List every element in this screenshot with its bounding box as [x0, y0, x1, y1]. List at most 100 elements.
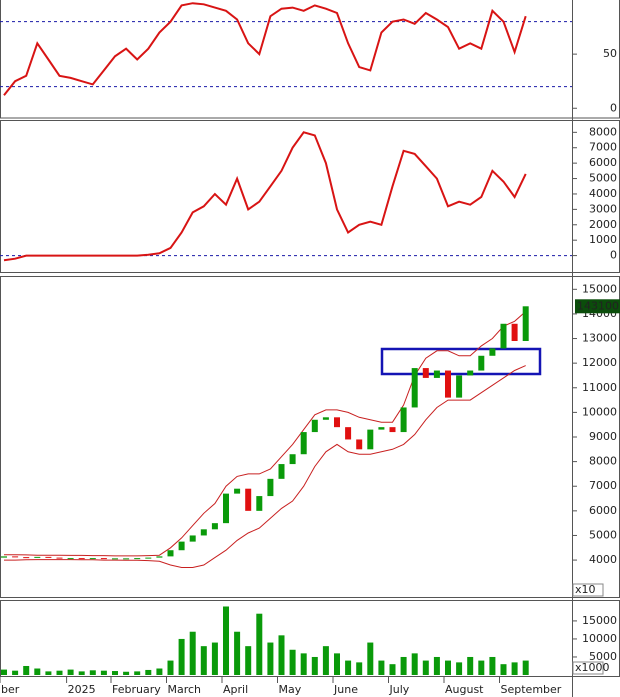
volume-bar	[167, 660, 174, 675]
volume-bar	[367, 642, 374, 675]
candle	[34, 556, 41, 558]
candle	[200, 529, 207, 536]
volume-bar	[56, 670, 63, 675]
candle	[511, 323, 518, 341]
candle	[411, 368, 418, 408]
y-tick-label: 2000	[589, 218, 617, 231]
x-tick-label: July	[389, 683, 410, 696]
y-tick-label: 5000	[589, 528, 617, 541]
candle	[23, 557, 30, 559]
volume-bar	[478, 660, 485, 675]
candle	[12, 556, 19, 558]
volume-bar	[278, 635, 285, 675]
unit-label: x1000	[575, 661, 610, 674]
unit-box	[572, 583, 604, 597]
candle	[445, 370, 451, 398]
candle	[256, 496, 263, 511]
band-line	[4, 365, 526, 568]
volume-bar	[422, 660, 429, 675]
x-tick-label: 2025	[68, 683, 96, 696]
x-tick-label: ber	[1, 683, 20, 696]
candle	[67, 558, 74, 560]
y-tick-label: 12000	[582, 356, 617, 369]
candle	[1, 556, 7, 558]
volume-bar	[189, 631, 196, 675]
y-tick-label: 0	[610, 249, 617, 262]
x-tick-label: August	[445, 683, 484, 696]
x-tick-label: May	[279, 683, 302, 696]
y-tick-label: 13000	[582, 332, 617, 345]
y-tick-label: 11000	[582, 381, 617, 394]
candle	[289, 454, 296, 465]
volume-bar	[334, 653, 340, 675]
volume-bar	[345, 660, 352, 675]
volume-bar	[67, 669, 74, 675]
candle	[56, 557, 63, 559]
candle	[267, 478, 274, 497]
volume-bar	[45, 671, 52, 675]
candle	[123, 558, 130, 560]
x-tick-label: April	[223, 683, 248, 696]
candle	[422, 368, 429, 378]
volume-bar	[467, 656, 474, 675]
candle	[334, 417, 340, 428]
volume-bar	[23, 665, 30, 675]
candle	[134, 558, 141, 560]
y-tick-label: 8000	[589, 125, 617, 138]
y-tick-label: 7000	[589, 141, 617, 154]
volume-bar	[245, 646, 252, 675]
volume-bar	[311, 656, 318, 675]
candle	[178, 541, 185, 551]
volume-bar	[400, 656, 407, 675]
candle	[234, 488, 241, 494]
line	[3, 131, 527, 262]
volume-bar	[145, 669, 152, 675]
candle	[167, 550, 174, 557]
volume-bar	[289, 649, 296, 675]
band-line	[4, 311, 527, 557]
candle	[400, 407, 407, 433]
volume-bar	[378, 660, 385, 675]
y-tick-label: 4000	[589, 553, 617, 566]
volume-bar	[156, 668, 163, 675]
candle	[189, 535, 196, 542]
x-tick-label: September	[501, 683, 562, 696]
y-tick-label: 1000	[589, 233, 617, 246]
y-tick-label: 7000	[589, 479, 617, 492]
candle	[433, 370, 440, 378]
volume-bar	[511, 662, 518, 675]
line	[3, 2, 527, 96]
y-tick-label: 6000	[589, 156, 617, 169]
unit-label: x10	[575, 583, 596, 596]
volume-bar	[112, 671, 118, 675]
volume-bar	[267, 642, 274, 675]
y-tick-label: 10000	[582, 632, 617, 645]
candle	[456, 375, 463, 398]
volume-bar	[34, 668, 41, 675]
candle	[278, 464, 285, 479]
y-tick-label: 15000	[582, 282, 617, 295]
candle	[245, 488, 252, 511]
volume-bar	[500, 664, 507, 675]
volume-bar	[100, 670, 107, 675]
y-tick-label: 5000	[589, 650, 617, 663]
rsi-panel	[0, 0, 620, 119]
volume-bar	[123, 671, 130, 675]
candle	[378, 427, 385, 430]
volume-bar	[433, 656, 440, 675]
volume-bar	[89, 670, 96, 675]
candle	[300, 432, 307, 455]
price-tag	[575, 299, 620, 314]
volume-bar	[445, 660, 451, 675]
y-tick-label: 8000	[589, 455, 617, 468]
candle	[100, 558, 107, 560]
oscillator-panel	[0, 120, 620, 273]
x-tick-label: February	[112, 683, 161, 696]
price-tag-label: 143100.0	[577, 299, 620, 312]
candle	[478, 355, 485, 371]
volume-bar	[211, 642, 218, 675]
y-tick-label: 6000	[589, 504, 617, 517]
volume-bar	[223, 606, 229, 675]
candle	[500, 323, 507, 349]
